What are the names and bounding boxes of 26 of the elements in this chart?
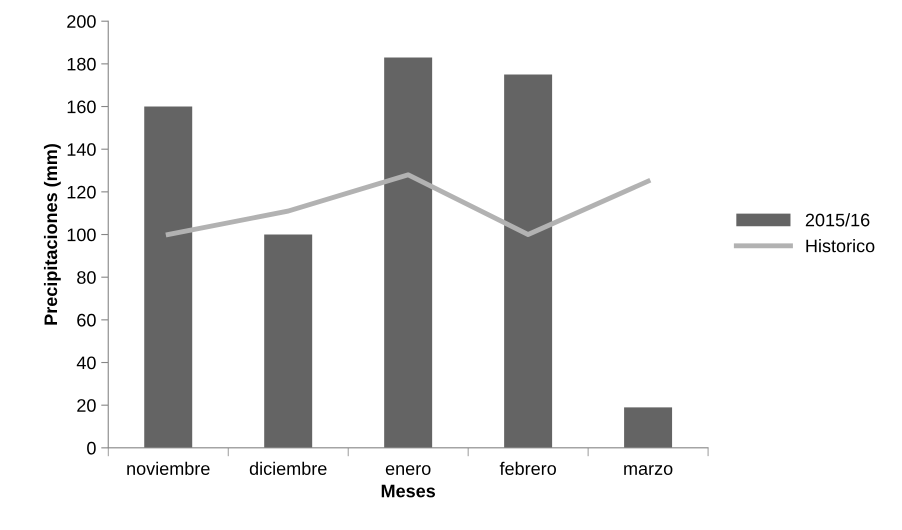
y-tick-label: 60 <box>77 314 96 327</box>
bar <box>144 106 192 448</box>
line-series <box>166 172 651 237</box>
bar <box>504 74 552 448</box>
y-tick-label: 160 <box>68 100 96 114</box>
bar <box>624 407 672 448</box>
y-tick-label: 100 <box>68 228 96 242</box>
y-tick-label: 120 <box>68 186 96 199</box>
y-tick-label: 80 <box>77 271 96 284</box>
x-axis-title: Meses <box>382 484 436 498</box>
y-tick-label: 20 <box>77 399 96 412</box>
y-tick-label: 200 <box>67 15 96 28</box>
bar <box>264 234 312 448</box>
x-tick-label: enero <box>386 465 430 475</box>
y-tick-label: 180 <box>68 58 96 71</box>
x-tick-label: febrero <box>500 462 556 475</box>
y-tick-label: 40 <box>76 356 96 370</box>
legend-label: Historico <box>806 239 874 252</box>
y-tick-label: 140 <box>68 143 96 156</box>
y-tick-label: 0 <box>87 442 96 455</box>
x-tick-label: diciembre <box>250 462 327 475</box>
x-tick-label: marzo <box>624 465 672 475</box>
y-axis-title: Precipitaciones (mm) <box>44 144 61 325</box>
x-tick-label: noviembre <box>127 462 210 475</box>
legend-label: 2015/16 <box>806 213 870 226</box>
bar <box>384 57 432 448</box>
